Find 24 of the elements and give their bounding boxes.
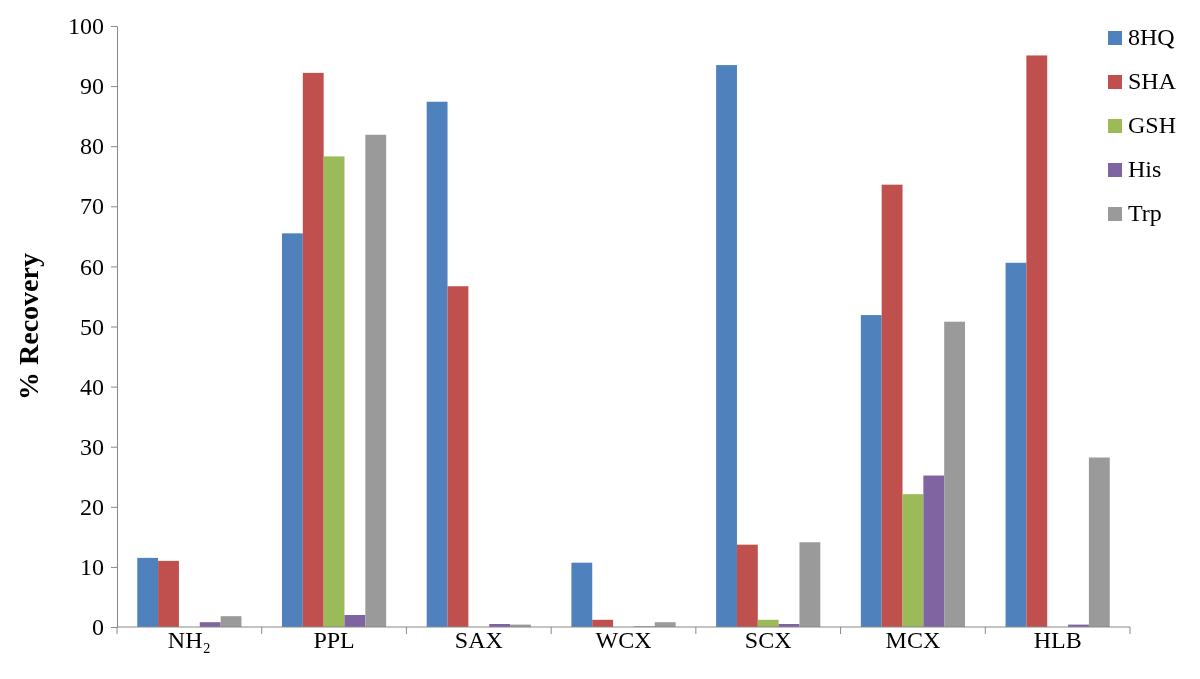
legend-label: 8HQ (1128, 24, 1175, 50)
y-tick-label: 40 (80, 373, 104, 400)
legend-label: GSH (1128, 112, 1177, 138)
y-tick-label: 20 (80, 493, 104, 520)
y-tick-label: 50 (80, 313, 104, 340)
x-tick-label: HLB (1033, 627, 1082, 653)
legend-label: His (1128, 156, 1162, 182)
y-tick-label: 30 (80, 433, 104, 460)
x-tick-label: MCX (885, 627, 941, 653)
y-tick-label: 70 (80, 193, 104, 220)
x-tick-label: NH₂ (167, 627, 211, 653)
x-tick-label: SCX (744, 627, 792, 653)
x-tick-label: WCX (595, 627, 652, 653)
y-tick-label: 10 (80, 554, 104, 581)
y-tick-label: 60 (80, 253, 104, 280)
legend-label: SHA (1128, 68, 1177, 94)
y-axis-title: % Recovery (13, 253, 44, 400)
x-tick-label: PPL (313, 627, 355, 653)
y-tick-label: 0 (92, 614, 104, 641)
legend-label: Trp (1128, 200, 1162, 226)
y-tick-label: 90 (80, 73, 104, 100)
y-tick-label: 80 (80, 133, 104, 160)
x-tick-label: SAX (454, 627, 503, 653)
y-tick-label: 100 (68, 13, 104, 40)
